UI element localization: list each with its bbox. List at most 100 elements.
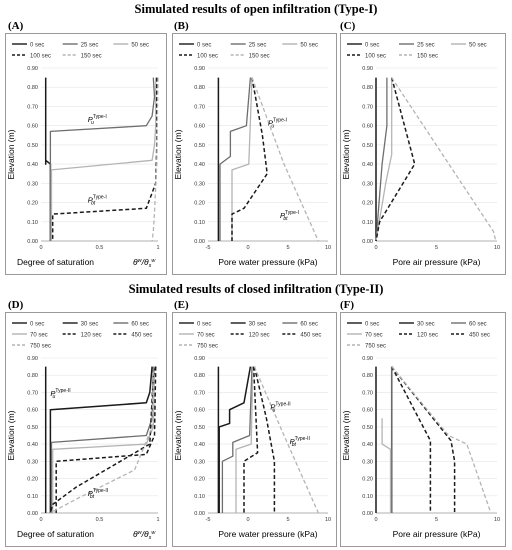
- legend-label-B-3: 100 sec: [197, 54, 218, 60]
- ytick-label-D-9: 0.90: [27, 356, 38, 362]
- legend-label-E-1: 30 sec: [249, 322, 267, 328]
- ytick-label-C-6: 0.60: [362, 124, 373, 130]
- y-axis-label-A: Elevation (m): [6, 129, 16, 179]
- series-line-A-3: [51, 77, 158, 241]
- ytick-label-D-1: 0.10: [27, 494, 38, 500]
- ytick-label-B-1: 0.10: [194, 220, 205, 226]
- xtick-label-E-2: 5: [286, 517, 289, 523]
- ytick-label-A-0: 0.00: [27, 239, 38, 245]
- annotation-D-0: PType-II u: [50, 388, 70, 400]
- ytick-label-D-4: 0.40: [27, 442, 38, 448]
- series-line-E-4: [243, 366, 259, 513]
- legend-label-F-5: 450 sec: [469, 333, 490, 339]
- panel-tag-E: (E): [174, 299, 189, 311]
- ytick-label-F-0: 0.00: [362, 511, 373, 517]
- series-line-B-3: [231, 77, 268, 241]
- ytick-label-F-9: 0.90: [362, 356, 373, 362]
- xtick-label-F-0: 0: [374, 517, 377, 523]
- legend-label-C-3: 100 sec: [365, 54, 386, 60]
- x-axis-label-A: Degree of saturation: [17, 257, 94, 267]
- legend-label-A-1: 25 sec: [81, 43, 99, 49]
- legend-label-F-2: 60 sec: [469, 322, 487, 328]
- series-line-D-6: [50, 371, 154, 514]
- ytick-label-E-8: 0.80: [194, 373, 205, 379]
- ytick-label-A-1: 0.10: [27, 220, 38, 226]
- ytick-label-D-0: 0.00: [27, 511, 38, 517]
- legend-label-B-1: 25 sec: [249, 43, 267, 49]
- legend-label-D-1: 30 sec: [81, 322, 99, 328]
- legend-label-F-6: 750 sec: [365, 344, 386, 350]
- ytick-label-E-6: 0.60: [194, 408, 205, 414]
- legend-label-A-2: 50 sec: [131, 43, 149, 49]
- ytick-label-B-5: 0.50: [194, 143, 205, 149]
- ytick-label-E-4: 0.40: [194, 442, 205, 448]
- panel-tag-A: (A): [8, 20, 24, 32]
- legend-label-E-4: 120 sec: [249, 333, 270, 339]
- ytick-label-D-2: 0.20: [27, 477, 38, 483]
- legend-label-C-1: 25 sec: [417, 43, 435, 49]
- y-axis-label-B: Elevation (m): [173, 129, 183, 179]
- xtick-label-B-0: -5: [206, 245, 211, 251]
- x-axis-ratio-label-A: θw/θsw: [133, 257, 156, 269]
- series-line-E-5: [253, 366, 276, 513]
- legend-label-E-5: 450 sec: [300, 333, 321, 339]
- y-axis-label-E: Elevation (m): [173, 410, 183, 460]
- annotation-B-1: PType-I bt: [280, 210, 299, 222]
- chart-panel-D: [5, 312, 167, 547]
- series-line-F-5: [391, 366, 456, 513]
- annotation-A-1: PType-I bt: [88, 195, 107, 207]
- ytick-label-E-5: 0.50: [194, 425, 205, 431]
- xtick-label-E-0: -5: [206, 517, 211, 523]
- legend-label-E-6: 750 sec: [197, 344, 218, 350]
- ytick-label-A-8: 0.80: [27, 85, 38, 91]
- series-line-B-1: [219, 77, 252, 241]
- ytick-label-D-7: 0.70: [27, 390, 38, 396]
- annotation-D-1: PType-II bt: [88, 488, 108, 500]
- chart-panel-B: [172, 33, 337, 275]
- title-bottom: Simulated results of closed infiltration…: [128, 282, 384, 296]
- legend-label-B-2: 50 sec: [300, 43, 318, 49]
- x-axis-label-C: Pore air pressure (kPa): [393, 257, 481, 267]
- series-line-D-1: [49, 366, 153, 513]
- legend-label-E-0: 0 sec: [197, 322, 211, 328]
- x-axis-ratio-label-D: θw/θsw: [133, 529, 156, 541]
- ytick-label-B-9: 0.90: [194, 66, 205, 72]
- legend-label-D-4: 120 sec: [81, 333, 102, 339]
- legend-label-F-3: 70 sec: [365, 333, 383, 339]
- legend-label-F-4: 120 sec: [417, 333, 438, 339]
- ytick-label-D-3: 0.30: [27, 459, 38, 465]
- xtick-label-E-1: 0: [246, 517, 249, 523]
- ytick-label-B-6: 0.60: [194, 124, 205, 130]
- xtick-label-A-1: 0.5: [96, 245, 104, 251]
- legend-label-B-0: 0 sec: [197, 43, 211, 49]
- panel-tag-F: (F): [340, 299, 355, 311]
- x-axis-label-D: Degree of saturation: [17, 529, 94, 539]
- ytick-label-F-2: 0.20: [362, 477, 373, 483]
- ytick-label-E-3: 0.30: [194, 459, 205, 465]
- xtick-label-C-0: 0: [374, 245, 377, 251]
- series-line-A-0: [44, 77, 52, 241]
- legend-label-E-2: 60 sec: [300, 322, 318, 328]
- xtick-label-D-0: 0: [39, 517, 42, 523]
- legend-label-E-3: 70 sec: [197, 333, 215, 339]
- ytick-label-F-3: 0.30: [362, 459, 373, 465]
- legend-label-D-2: 60 sec: [131, 322, 149, 328]
- annotation-E-0: PType-II u: [270, 402, 290, 414]
- ytick-label-A-7: 0.70: [27, 104, 38, 110]
- series-line-F-4: [391, 366, 432, 513]
- legend-label-C-0: 0 sec: [365, 43, 379, 49]
- panel-tag-B: (B): [174, 20, 189, 32]
- ytick-label-C-8: 0.80: [362, 85, 373, 91]
- ytick-label-E-1: 0.10: [194, 494, 205, 500]
- chart-panel-A: [5, 33, 167, 275]
- series-line-D-4: [55, 366, 157, 513]
- ytick-label-D-8: 0.80: [27, 373, 38, 379]
- legend-label-A-3: 100 sec: [30, 54, 51, 60]
- title-top: Simulated results of open infiltration (…: [134, 2, 378, 16]
- legend-label-D-3: 70 sec: [30, 333, 48, 339]
- ytick-label-C-7: 0.70: [362, 104, 373, 110]
- ytick-label-F-6: 0.60: [362, 408, 373, 414]
- series-line-C-3: [375, 77, 416, 242]
- ytick-label-A-2: 0.20: [27, 201, 38, 207]
